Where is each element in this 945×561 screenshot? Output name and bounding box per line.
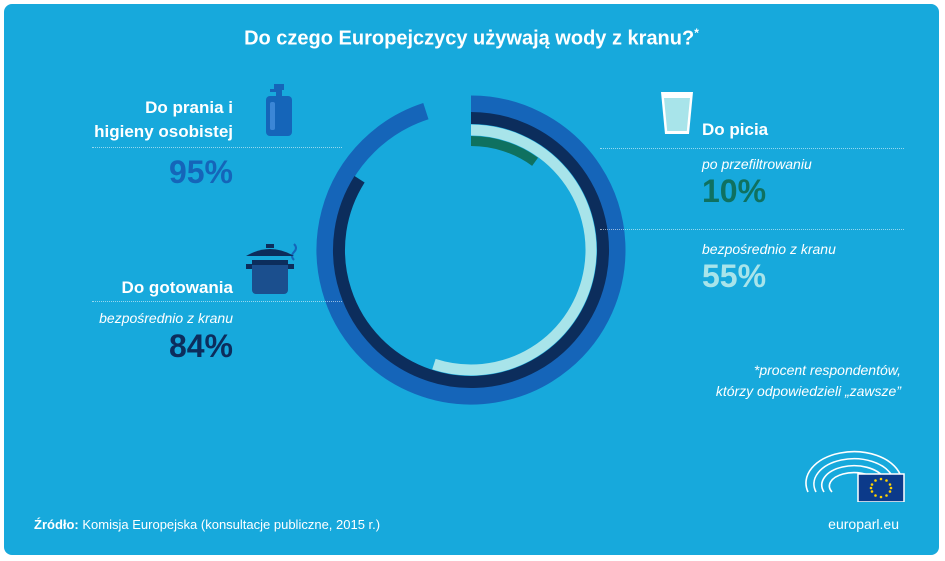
drinking-divider-2 xyxy=(600,229,904,230)
drinking-divider-1 xyxy=(600,148,904,149)
eu-parliament-logo xyxy=(805,450,905,502)
drinking-direct-sub: bezpośrednio z kranu xyxy=(702,241,836,257)
title-asterisk: * xyxy=(694,26,699,40)
radial-bar-cooking xyxy=(333,112,609,388)
radial-chart xyxy=(316,95,626,405)
source: Źródło: Komisja Europejska (konsultacje … xyxy=(34,517,380,532)
cooking-divider xyxy=(92,301,342,302)
drinking-filtered-sub: po przefiltrowaniu xyxy=(702,156,812,172)
source-label: Źródło: xyxy=(34,517,79,532)
washing-label-line1: Do prania i xyxy=(145,98,233,117)
bottle-icon xyxy=(266,84,292,136)
cooking-sub: bezpośrednio z kranu xyxy=(99,310,233,326)
washing-value: 95% xyxy=(168,154,233,190)
footnote-line1: *procent respondentów, xyxy=(753,362,901,378)
washing-divider xyxy=(92,147,342,148)
infographic-card: Do czego Europejczycy używają wody z kra… xyxy=(4,4,939,555)
washing-label-line2: higieny osobistej xyxy=(94,122,233,141)
drinking-filtered-value: 10% xyxy=(702,173,767,209)
cooking-pot-icon xyxy=(246,243,297,294)
site-url: europarl.eu xyxy=(828,516,899,532)
cooking-label: Do gotowania xyxy=(121,278,233,297)
footnote: *procent respondentów, którzy odpowiedzi… xyxy=(716,360,901,402)
chart-title-text: Do czego Europejczycy używają wody z kra… xyxy=(244,27,695,50)
footnote-line2: którzy odpowiedzieli „zawsze” xyxy=(715,383,901,399)
radial-bar-washing xyxy=(316,95,626,405)
chart-title: Do czego Europejczycy używają wody z kra… xyxy=(4,26,939,51)
washing-label: Do prania i higieny osobistej xyxy=(94,96,233,144)
source-text: Komisja Europejska (konsultacje publiczn… xyxy=(82,517,381,532)
radial-bar-drinking-direct xyxy=(432,124,597,376)
radial-bar-drinking-filtered xyxy=(470,136,539,166)
drinking-direct-value: 55% xyxy=(702,258,767,294)
drinking-label: Do picia xyxy=(702,120,769,139)
cooking-value: 84% xyxy=(168,328,233,364)
water-glass-icon xyxy=(661,92,693,134)
